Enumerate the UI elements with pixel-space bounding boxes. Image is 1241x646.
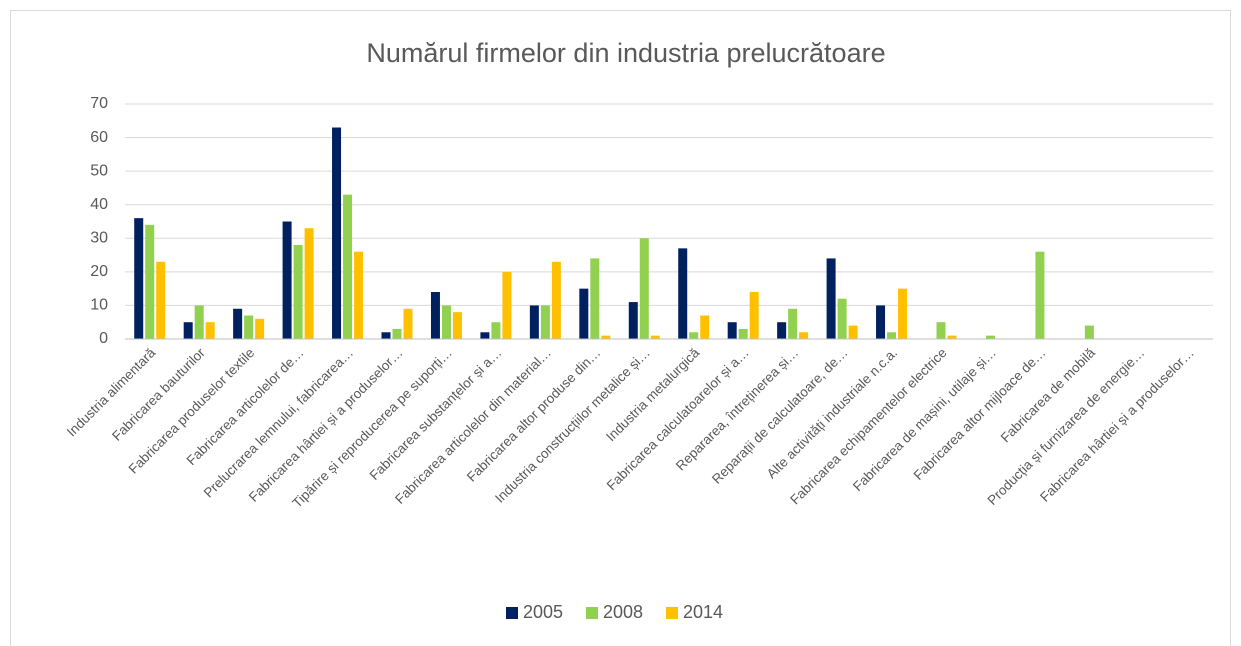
- bar: [628, 302, 638, 339]
- bar: [826, 258, 836, 339]
- bar: [799, 332, 809, 339]
- y-tick-label: 40: [90, 196, 108, 213]
- bar: [848, 325, 858, 339]
- bar: [936, 322, 946, 339]
- bar: [255, 318, 265, 339]
- bar: [551, 261, 561, 339]
- bar: [898, 288, 908, 339]
- bar: [1035, 251, 1045, 339]
- bar: [381, 332, 391, 339]
- bar: [590, 258, 600, 339]
- bar: [502, 271, 512, 339]
- bar: [749, 292, 759, 339]
- bar: [700, 315, 710, 339]
- bar: [777, 322, 787, 339]
- bar: [788, 308, 798, 339]
- bar: [282, 221, 292, 339]
- y-tick-label: 0: [99, 330, 108, 347]
- bar: [134, 218, 144, 339]
- x-tick-label: Fabricarea de mobilă: [998, 345, 1099, 446]
- x-tick-label: Fabricarea bauturilor: [109, 345, 208, 444]
- bar: [480, 332, 490, 339]
- legend-swatch: [506, 607, 518, 619]
- bar: [293, 245, 303, 339]
- bar: [529, 305, 539, 339]
- bar: [639, 238, 649, 339]
- bar: [876, 305, 886, 339]
- bar: [392, 328, 402, 339]
- y-tick-label: 20: [90, 263, 108, 280]
- bar: [183, 322, 193, 339]
- legend-label: 2005: [523, 602, 563, 622]
- legend-swatch: [586, 607, 598, 619]
- bar: [430, 292, 440, 339]
- chart-border: [10, 10, 1231, 646]
- legend-swatch: [666, 607, 678, 619]
- bar: [837, 298, 847, 339]
- bar: [205, 322, 215, 339]
- bar: [145, 224, 155, 339]
- bar: [985, 335, 995, 339]
- y-tick-label: 60: [90, 129, 108, 146]
- bar: [887, 332, 897, 339]
- bar: [491, 322, 501, 339]
- bar: [1084, 325, 1094, 339]
- bar: [403, 308, 413, 339]
- y-tick-label: 50: [90, 162, 108, 179]
- bar: [579, 288, 589, 339]
- bar: [194, 305, 204, 339]
- bar: [452, 312, 462, 339]
- chart-title: Numărul firmelor din industria prelucrăt…: [366, 38, 885, 68]
- bar: [441, 305, 451, 339]
- x-tick-label: Industria alimentară: [64, 345, 159, 440]
- bar: [601, 335, 611, 339]
- bar: [738, 328, 748, 339]
- y-tick-label: 30: [90, 230, 108, 247]
- legend-label: 2014: [683, 602, 723, 622]
- bar: [540, 305, 550, 339]
- bar: [304, 228, 314, 339]
- bar: [244, 315, 254, 339]
- bar: [354, 251, 364, 339]
- bar: [947, 335, 957, 339]
- bar: [727, 322, 737, 339]
- bar: [678, 248, 688, 339]
- y-tick-label: 10: [90, 297, 108, 314]
- bar: [332, 127, 342, 339]
- legend-label: 2008: [603, 602, 643, 622]
- bar: [343, 194, 353, 339]
- bar: [689, 332, 699, 339]
- bar: [156, 261, 166, 339]
- x-tick-label: Industria metalurgică: [603, 345, 703, 445]
- bar: [650, 335, 660, 339]
- y-tick-label: 70: [90, 95, 108, 112]
- bar: [233, 308, 243, 339]
